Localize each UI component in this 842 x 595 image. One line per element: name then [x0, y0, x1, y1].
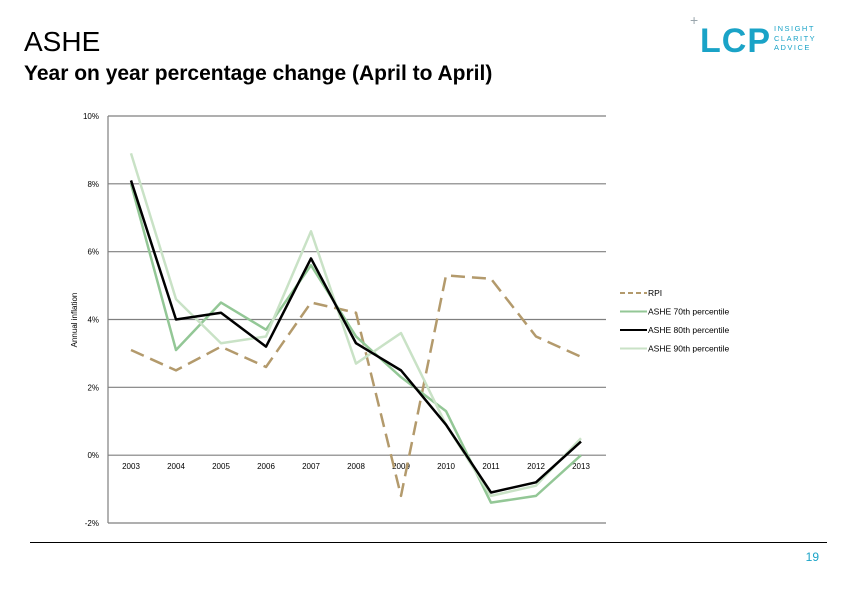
y-tick-label: -2%: [85, 519, 99, 528]
series-line-ashe-70th-percentile: [129, 183, 582, 504]
x-tick-label: 2010: [437, 462, 455, 471]
x-tick-label: 2011: [482, 462, 500, 471]
y-tick-label: 10%: [83, 112, 99, 121]
y-axis-label: Annual inflation: [70, 293, 79, 348]
footer-divider: [30, 542, 827, 543]
legend-entry: RPI: [648, 288, 662, 298]
y-tick-label: 6%: [87, 248, 99, 257]
logo-tagline-line: ADVICE: [774, 43, 811, 52]
axes: -2% 0% 2% 4% 6% 8% 10% 2003 2004 2005 2006 2007 2008…: [83, 112, 606, 528]
series-lines: [129, 152, 582, 504]
page-subtitle: Year on year percentage change (April to…: [24, 62, 493, 85]
x-tick-label: 2009: [392, 462, 410, 471]
legend-entry: ASHE 90th percentile: [648, 344, 730, 354]
line-chart: -2% 0% 2% 4% 6% 8% 10% 2003 2004 2005 2006 2007 2008…: [70, 112, 730, 528]
y-tick-label: 4%: [87, 316, 99, 325]
x-tick-label: 2003: [122, 462, 140, 471]
grid-lines: [108, 115, 606, 524]
page-title: ASHE: [24, 26, 101, 57]
legend: RPI ASHE 70th percentile ASHE 80th percent…: [620, 288, 730, 354]
x-tick-label: 2004: [167, 462, 185, 471]
page-number: 19: [805, 550, 819, 564]
x-tick-label: 2008: [347, 462, 365, 471]
x-tick-label: 2013: [572, 462, 590, 471]
legend-entry: ASHE 80th percentile: [648, 325, 730, 335]
y-tick-label: 2%: [87, 383, 99, 392]
x-tick-label: 2012: [527, 462, 545, 471]
x-tick-label: 2006: [257, 462, 275, 471]
logo-wordmark: LCP: [700, 22, 771, 60]
series-line-rpi: [130, 274, 582, 498]
y-tick-label: 8%: [87, 180, 99, 189]
series-line-ashe-80th-percentile: [129, 180, 582, 494]
logo-tagline: INSIGHT CLARITY ADVICE: [774, 24, 816, 53]
series-line-ashe-90th-percentile: [129, 152, 582, 498]
legend-entry: ASHE 70th percentile: [648, 307, 730, 317]
logo-tagline-line: INSIGHT: [774, 24, 815, 33]
y-tick-label: 0%: [87, 451, 99, 460]
lcp-logo: + LCP INSIGHT CLARITY ADVICE: [690, 12, 825, 62]
x-tick-label: 2005: [212, 462, 230, 471]
logo-plus-mark: +: [690, 12, 699, 28]
x-tick-label: 2007: [302, 462, 320, 471]
logo-tagline-line: CLARITY: [774, 33, 817, 43]
